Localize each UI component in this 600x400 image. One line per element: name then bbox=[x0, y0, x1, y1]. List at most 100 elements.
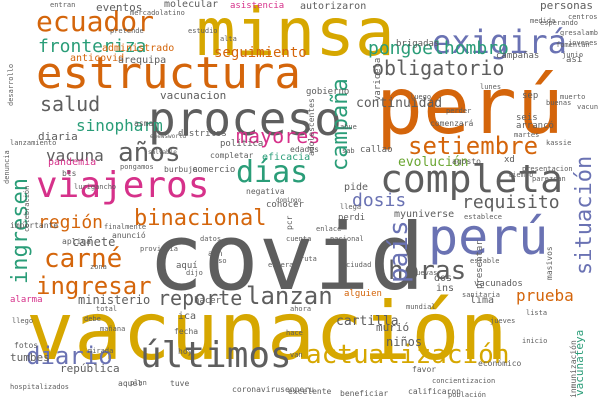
word-fecha: fecha bbox=[174, 327, 199, 336]
word-domingo: domingo bbox=[276, 197, 302, 204]
word-vacunados: vacunados bbox=[474, 279, 523, 289]
word-pongoelhombro: pongoelhombro bbox=[368, 38, 509, 59]
word-jueves: jueves bbox=[490, 317, 516, 325]
word-situacion: situación bbox=[572, 155, 597, 275]
word-sep: sep bbox=[522, 91, 539, 101]
word-martes: martes bbox=[514, 131, 540, 139]
word-alarma: alarma bbox=[10, 295, 43, 305]
word-region: región bbox=[38, 212, 104, 233]
word-junio: junio bbox=[562, 51, 584, 59]
word-anuncio: anunció bbox=[112, 231, 146, 240]
word-covid: covid bbox=[148, 204, 425, 311]
word-peru: perú bbox=[428, 208, 549, 266]
word-pais: país bbox=[384, 220, 414, 283]
word-ninos: niños bbox=[386, 335, 423, 349]
word-estructura: estructura bbox=[36, 48, 301, 99]
word-vacunacion: vacunacion bbox=[160, 89, 227, 102]
word-excelente: excelente bbox=[288, 387, 332, 396]
word-varicela: varicela bbox=[373, 57, 383, 101]
word-dosis: dosis bbox=[352, 190, 407, 211]
word-minsa: minsa bbox=[196, 0, 395, 71]
word-aun: aun bbox=[208, 249, 223, 258]
word-personas: personas bbox=[540, 0, 593, 12]
word-esperar: esperar bbox=[268, 261, 298, 269]
word-ahora: ahora bbox=[290, 305, 312, 313]
word-tumbes: tumbes bbox=[10, 351, 50, 364]
word-lurigancho: lurigancho bbox=[74, 183, 117, 191]
word-administrado: administrado bbox=[102, 43, 175, 54]
word-hoy: hoy bbox=[178, 347, 193, 356]
word-anos: años bbox=[118, 138, 181, 168]
word-coronavirusenperu: coronavirusenperu bbox=[232, 385, 314, 394]
word-pide: pide bbox=[344, 182, 369, 193]
word-lista: lista bbox=[526, 309, 548, 317]
word-manana: mañana bbox=[100, 325, 126, 333]
word-cartilla: cartilla bbox=[336, 314, 399, 329]
word-lunes: lunes bbox=[480, 83, 502, 91]
word-burbuja: burbuja bbox=[164, 165, 198, 174]
word-ecuador: ecuador bbox=[36, 5, 155, 38]
word-completar: completar bbox=[210, 151, 254, 160]
word-gobierno: gobierno bbox=[306, 87, 350, 97]
word-nuevas: nuevas bbox=[412, 269, 438, 277]
word-salud: salud bbox=[40, 92, 101, 116]
word-beneficiar: beneficiar bbox=[340, 389, 389, 398]
word-comercio: comercio bbox=[192, 165, 236, 175]
word-enewsworld: enewsworld bbox=[150, 133, 187, 140]
word-fomentan: fomentan bbox=[556, 41, 590, 49]
word-uso: uso bbox=[214, 257, 227, 265]
word-reporte: reporte bbox=[158, 286, 243, 310]
word-murio: murió bbox=[376, 321, 410, 334]
word-perdi: perdi bbox=[338, 213, 366, 223]
word-entran: entran bbox=[50, 1, 76, 9]
word-dias: días bbox=[236, 155, 309, 190]
word-asi: así bbox=[566, 55, 583, 65]
word-anticovid: anticovid bbox=[70, 53, 125, 64]
word-republica: república bbox=[60, 362, 120, 375]
word-bts: bts bbox=[62, 169, 77, 178]
word-parezcan: parezcan bbox=[532, 175, 566, 183]
word-pandemia: pandemia bbox=[48, 157, 97, 168]
word-finalmente: finalmente bbox=[104, 223, 147, 231]
word-poblacion: población bbox=[448, 391, 486, 399]
word-autorizaron: autorizaron bbox=[300, 1, 367, 12]
word-requisito: requisito bbox=[462, 192, 560, 213]
word-brigadas: brigadas bbox=[396, 39, 440, 49]
word-concientizacion: concientizacion bbox=[432, 377, 496, 385]
word-xd: xd bbox=[504, 155, 515, 165]
word-aqui: aquí bbox=[176, 261, 198, 271]
word-favor: favor bbox=[412, 365, 437, 374]
word-economico: económico bbox=[478, 359, 522, 368]
word-medida: medida bbox=[530, 17, 556, 25]
word-zona: zona bbox=[90, 263, 107, 271]
word-llega: llega bbox=[340, 203, 362, 211]
word-conocer: conocer bbox=[266, 200, 304, 210]
word-esperando: esperando bbox=[540, 19, 578, 27]
word-luego: luego bbox=[410, 93, 432, 101]
word-establece: establece bbox=[464, 213, 502, 221]
word-tuve: tuve bbox=[170, 379, 190, 388]
word-salvable: salvable bbox=[148, 149, 177, 156]
word-proceso: proceso bbox=[148, 92, 342, 146]
word-myuniverse: myuniverse bbox=[394, 209, 455, 220]
word-asma: asma bbox=[134, 119, 154, 128]
word-calificaron: calificaron bbox=[408, 387, 461, 396]
word-gresalamb: gresalamb bbox=[560, 29, 598, 37]
word-seis: seis bbox=[516, 113, 538, 123]
word-diaria: diaria bbox=[38, 130, 78, 143]
word-binacional: binacional bbox=[134, 206, 267, 231]
word-viajeros: viajeros bbox=[36, 165, 210, 206]
word-ruta: ruta bbox=[300, 255, 317, 263]
word-actualizacion: actualización bbox=[306, 340, 510, 370]
word-evolucion: evolución bbox=[398, 155, 469, 170]
word-fronteriza: fronteriza bbox=[38, 36, 147, 57]
word-carne: carné bbox=[44, 244, 123, 274]
word-distritos: distritos bbox=[178, 129, 227, 139]
word-ins: ins bbox=[436, 283, 455, 294]
word-tiempo: tiempo bbox=[508, 171, 534, 179]
word-eventos: eventos bbox=[96, 1, 143, 14]
word-pcr: pcr bbox=[285, 215, 294, 230]
word-provincia: provincia bbox=[140, 245, 178, 253]
word-hace: hace bbox=[286, 329, 303, 337]
